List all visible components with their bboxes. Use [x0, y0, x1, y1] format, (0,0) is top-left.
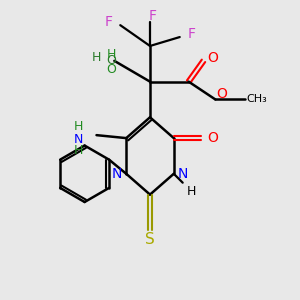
Text: N: N [112, 167, 122, 181]
Text: O: O [207, 51, 218, 65]
Text: O: O [106, 54, 116, 67]
Text: F: F [188, 27, 196, 41]
Text: H: H [107, 48, 116, 62]
Text: N: N [178, 167, 188, 181]
Text: H: H [187, 185, 196, 198]
Text: CH₃: CH₃ [247, 94, 267, 104]
Text: F: F [149, 9, 157, 23]
Text: H: H [74, 143, 83, 157]
Text: S: S [145, 232, 155, 247]
Text: N: N [74, 133, 83, 146]
Text: H: H [74, 120, 83, 133]
Text: O: O [106, 63, 116, 76]
Text: H: H [92, 51, 101, 64]
Text: O: O [216, 86, 227, 100]
Text: O: O [207, 131, 218, 145]
Text: F: F [104, 15, 112, 29]
